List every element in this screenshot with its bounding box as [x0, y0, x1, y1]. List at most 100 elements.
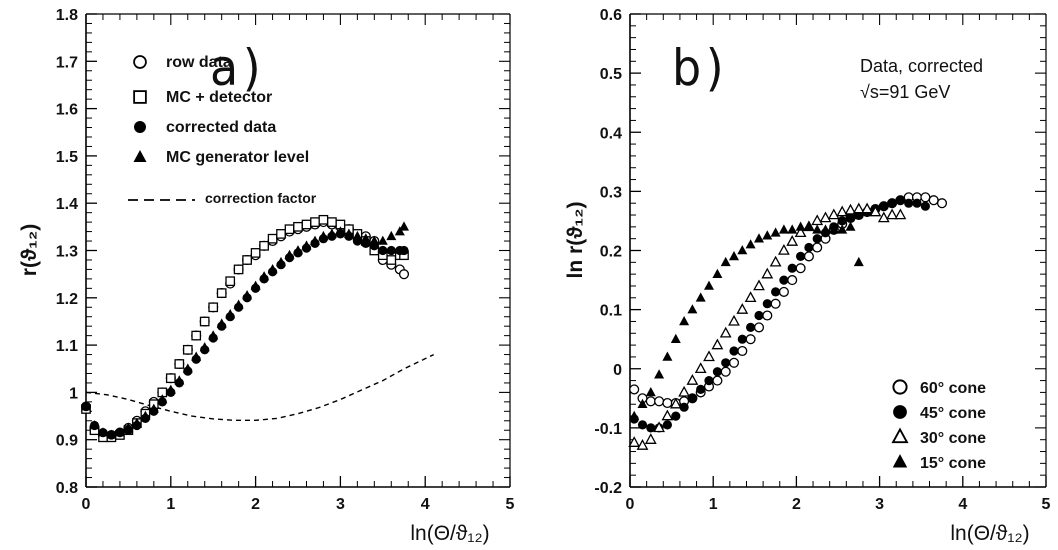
legend-entry-mc-detector: MC + detector	[133, 89, 272, 106]
data-point	[804, 242, 814, 253]
series-15-cone	[629, 221, 864, 420]
data-point	[812, 224, 823, 234]
data-point	[695, 292, 706, 302]
y-tick-label: 0.8	[56, 480, 78, 497]
data-point	[386, 230, 397, 241]
panel-a-y-axis-label: r(ϑ₁₂)	[18, 224, 41, 276]
legend-label-correction-factor: correction factor	[205, 190, 317, 206]
data-point	[904, 198, 914, 208]
data-point	[803, 221, 814, 231]
data-point	[779, 275, 789, 285]
data-point	[284, 249, 295, 259]
y-tick-label: 1.8	[56, 7, 78, 24]
data-point	[770, 298, 781, 309]
data-point	[920, 201, 930, 211]
data-point	[894, 209, 906, 220]
data-point	[762, 230, 773, 240]
data-point	[165, 373, 176, 384]
data-point	[276, 229, 286, 239]
x-tick-label: 1	[709, 496, 718, 513]
y-tick-label: 1.5	[56, 149, 78, 166]
y-tick-label: 0.1	[600, 303, 622, 320]
data-point	[912, 198, 922, 208]
y-tick-label: 0.9	[56, 433, 78, 450]
y-tick-label: 1.4	[56, 196, 78, 213]
data-point	[737, 245, 748, 255]
legend-entry-30-cone: 30° cone	[892, 428, 986, 447]
data-point	[787, 275, 798, 286]
data-point	[778, 224, 789, 234]
data-point	[174, 375, 185, 385]
data-point	[853, 256, 864, 267]
data-point	[721, 358, 731, 368]
panel-b-tick-labels: 0 1 2 3 4 5 -0.2 -0.1 0 0.1 0.2 0.3 0.4 0.5 0.6	[594, 7, 1050, 513]
data-point	[208, 302, 219, 313]
y-tick-label: 0	[613, 362, 622, 379]
x-tick-label: 2	[792, 496, 801, 513]
data-point	[208, 330, 219, 340]
data-point	[310, 217, 320, 227]
data-point	[233, 299, 244, 309]
legend-entry-corrected-data: corrected data	[134, 119, 276, 136]
y-tick-label: 1.3	[56, 244, 78, 261]
series-60-cone	[629, 192, 948, 409]
x-tick-label: 3	[875, 496, 884, 513]
data-point	[886, 209, 898, 220]
data-point	[778, 244, 790, 255]
data-point	[637, 439, 648, 450]
data-point	[828, 209, 840, 220]
panel-b-legend: 60° cone 45° cone 30° cone 15° cone	[892, 379, 986, 472]
y-tick-label: 1	[69, 385, 78, 402]
data-point	[928, 195, 939, 206]
data-point	[879, 201, 889, 211]
legend-label-row-data: row data	[166, 54, 232, 71]
data-point	[645, 433, 657, 444]
data-point	[728, 315, 740, 326]
data-point	[645, 396, 656, 407]
data-point	[242, 255, 252, 265]
legend-label-30-cone: 30° cone	[920, 430, 986, 447]
data-point	[711, 339, 723, 350]
data-point	[696, 384, 706, 394]
data-point	[276, 256, 286, 267]
data-point	[728, 357, 740, 368]
y-tick-label: 0.3	[600, 184, 622, 201]
panel-b-annotation-line-2: √s=91 GeV	[860, 82, 950, 102]
data-point	[745, 239, 756, 249]
data-point	[661, 410, 673, 421]
data-point	[746, 322, 756, 332]
series-row-data	[80, 217, 410, 441]
data-point	[812, 242, 823, 253]
data-point	[250, 280, 261, 290]
panel-a-correction-curve-group	[85, 353, 435, 421]
panel-b-y-axis-label: ln r(ϑ₁₂)	[564, 202, 587, 279]
data-point	[378, 245, 388, 256]
series-mc-generator-level	[81, 221, 409, 439]
data-point	[712, 268, 723, 278]
legend-label-mc-generator: MC generator level	[166, 149, 309, 166]
legend-label-mc-detector: MC + detector	[166, 89, 272, 106]
panel-a-legend: row data MC + detector corrected data MC…	[128, 54, 317, 206]
data-point	[729, 346, 739, 356]
data-point	[191, 330, 202, 341]
data-point	[704, 376, 714, 386]
y-tick-label: 1.2	[56, 291, 78, 308]
data-point	[786, 235, 798, 246]
data-point	[318, 230, 329, 241]
data-point	[920, 192, 931, 203]
legend-label-45-cone: 45° cone	[920, 405, 986, 422]
data-point	[845, 213, 856, 223]
panel-b-label: b)	[672, 39, 728, 97]
legend-entry-correction-factor: correction factor	[128, 190, 317, 206]
data-point	[629, 384, 640, 395]
x-tick-label: 3	[336, 496, 345, 513]
correction-factor-curve	[85, 353, 435, 421]
data-point	[686, 374, 698, 385]
data-point	[216, 288, 227, 298]
data-point	[293, 245, 303, 255]
data-point	[628, 436, 640, 447]
data-point	[267, 233, 278, 244]
x-tick-label: 5	[506, 496, 515, 513]
y-tick-label: 1.6	[56, 102, 78, 119]
y-tick-label: 0.4	[600, 125, 622, 142]
